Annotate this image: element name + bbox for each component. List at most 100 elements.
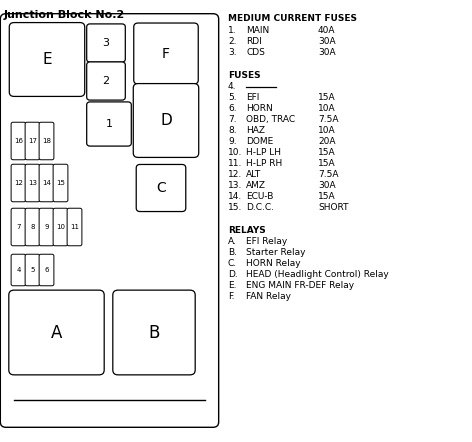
Text: EFI: EFI xyxy=(246,93,260,102)
Text: 12.: 12. xyxy=(228,170,242,179)
Text: ECU-B: ECU-B xyxy=(246,192,273,201)
Text: 15.: 15. xyxy=(228,203,243,212)
FancyBboxPatch shape xyxy=(87,102,131,146)
Text: MAIN: MAIN xyxy=(246,26,269,35)
FancyBboxPatch shape xyxy=(11,208,26,246)
Text: 6.: 6. xyxy=(228,104,236,113)
Text: 13.: 13. xyxy=(228,181,243,190)
Text: F.: F. xyxy=(228,292,235,301)
Text: 14.: 14. xyxy=(228,192,242,201)
Text: A.: A. xyxy=(228,237,237,246)
FancyBboxPatch shape xyxy=(136,164,186,212)
FancyBboxPatch shape xyxy=(25,122,40,160)
FancyBboxPatch shape xyxy=(39,254,54,286)
FancyBboxPatch shape xyxy=(25,164,40,202)
Text: 4: 4 xyxy=(17,267,21,273)
Text: 15A: 15A xyxy=(318,192,336,201)
Text: 10.: 10. xyxy=(228,148,243,157)
Text: 2: 2 xyxy=(102,76,110,86)
Text: 7.5A: 7.5A xyxy=(318,115,338,124)
Text: MEDIUM CURRENT FUSES: MEDIUM CURRENT FUSES xyxy=(228,14,357,23)
FancyBboxPatch shape xyxy=(25,208,40,246)
Text: 15A: 15A xyxy=(318,93,336,102)
Text: 11.: 11. xyxy=(228,159,243,168)
Text: 1.: 1. xyxy=(228,26,236,35)
FancyBboxPatch shape xyxy=(11,254,26,286)
Text: 7: 7 xyxy=(16,224,21,230)
Text: 10A: 10A xyxy=(318,126,336,135)
FancyBboxPatch shape xyxy=(9,290,104,375)
Text: 17: 17 xyxy=(28,138,37,144)
Text: E: E xyxy=(42,52,52,67)
FancyBboxPatch shape xyxy=(11,164,26,202)
Text: B: B xyxy=(148,324,160,342)
Text: 5.: 5. xyxy=(228,93,236,102)
Text: B.: B. xyxy=(228,248,237,257)
Text: 6: 6 xyxy=(44,267,49,273)
Text: HEAD (Headlight Control) Relay: HEAD (Headlight Control) Relay xyxy=(246,270,389,279)
Text: ENG MAIN FR-DEF Relay: ENG MAIN FR-DEF Relay xyxy=(246,281,354,290)
Text: DOME: DOME xyxy=(246,137,273,146)
Text: 2.: 2. xyxy=(228,37,236,46)
Text: 30A: 30A xyxy=(318,181,336,190)
FancyBboxPatch shape xyxy=(133,84,199,157)
FancyBboxPatch shape xyxy=(39,122,54,160)
Text: OBD, TRAC: OBD, TRAC xyxy=(246,115,295,124)
Text: 9.: 9. xyxy=(228,137,236,146)
Text: HORN Relay: HORN Relay xyxy=(246,259,301,268)
Text: Starter Relay: Starter Relay xyxy=(246,248,305,257)
Text: 1: 1 xyxy=(106,119,112,129)
Text: C: C xyxy=(156,181,166,195)
FancyBboxPatch shape xyxy=(87,62,125,100)
FancyBboxPatch shape xyxy=(67,208,82,246)
Text: HORN: HORN xyxy=(246,104,273,113)
Text: FUSES: FUSES xyxy=(228,71,261,80)
Text: 14: 14 xyxy=(42,180,51,186)
Text: 16: 16 xyxy=(14,138,23,144)
Text: H-LP LH: H-LP LH xyxy=(246,148,281,157)
FancyBboxPatch shape xyxy=(134,23,198,84)
Text: 18: 18 xyxy=(42,138,51,144)
Text: E.: E. xyxy=(228,281,236,290)
FancyBboxPatch shape xyxy=(113,290,195,375)
Text: 7.5A: 7.5A xyxy=(318,170,338,179)
FancyBboxPatch shape xyxy=(87,24,125,62)
Text: 4.: 4. xyxy=(228,82,236,91)
Text: ALT: ALT xyxy=(246,170,261,179)
Text: CDS: CDS xyxy=(246,48,265,57)
Text: 10: 10 xyxy=(56,224,65,230)
Text: 8: 8 xyxy=(30,224,35,230)
Text: H-LP RH: H-LP RH xyxy=(246,159,282,168)
Text: 15A: 15A xyxy=(318,159,336,168)
Text: AMZ: AMZ xyxy=(246,181,266,190)
Text: F: F xyxy=(162,46,170,61)
FancyBboxPatch shape xyxy=(25,254,40,286)
Text: RELAYS: RELAYS xyxy=(228,226,266,235)
Text: 8.: 8. xyxy=(228,126,236,135)
FancyBboxPatch shape xyxy=(39,208,54,246)
Text: SHORT: SHORT xyxy=(318,203,348,212)
Text: FAN Relay: FAN Relay xyxy=(246,292,291,301)
Text: 15A: 15A xyxy=(318,148,336,157)
Text: 15: 15 xyxy=(56,180,65,186)
Text: D.: D. xyxy=(228,270,238,279)
Text: 12: 12 xyxy=(14,180,23,186)
FancyBboxPatch shape xyxy=(39,164,54,202)
Text: EFI Relay: EFI Relay xyxy=(246,237,287,246)
Text: 10A: 10A xyxy=(318,104,336,113)
Text: 9: 9 xyxy=(44,224,49,230)
Text: 3: 3 xyxy=(102,38,110,48)
FancyBboxPatch shape xyxy=(53,164,68,202)
FancyBboxPatch shape xyxy=(53,208,68,246)
Text: 13: 13 xyxy=(28,180,37,186)
FancyBboxPatch shape xyxy=(0,14,219,427)
FancyBboxPatch shape xyxy=(9,23,84,96)
Text: 7.: 7. xyxy=(228,115,236,124)
Text: D.C.C.: D.C.C. xyxy=(246,203,274,212)
Text: C.: C. xyxy=(228,259,237,268)
Text: 5: 5 xyxy=(30,267,34,273)
Text: HAZ: HAZ xyxy=(246,126,265,135)
Text: A: A xyxy=(51,324,62,342)
Text: 3.: 3. xyxy=(228,48,236,57)
Text: 30A: 30A xyxy=(318,37,336,46)
